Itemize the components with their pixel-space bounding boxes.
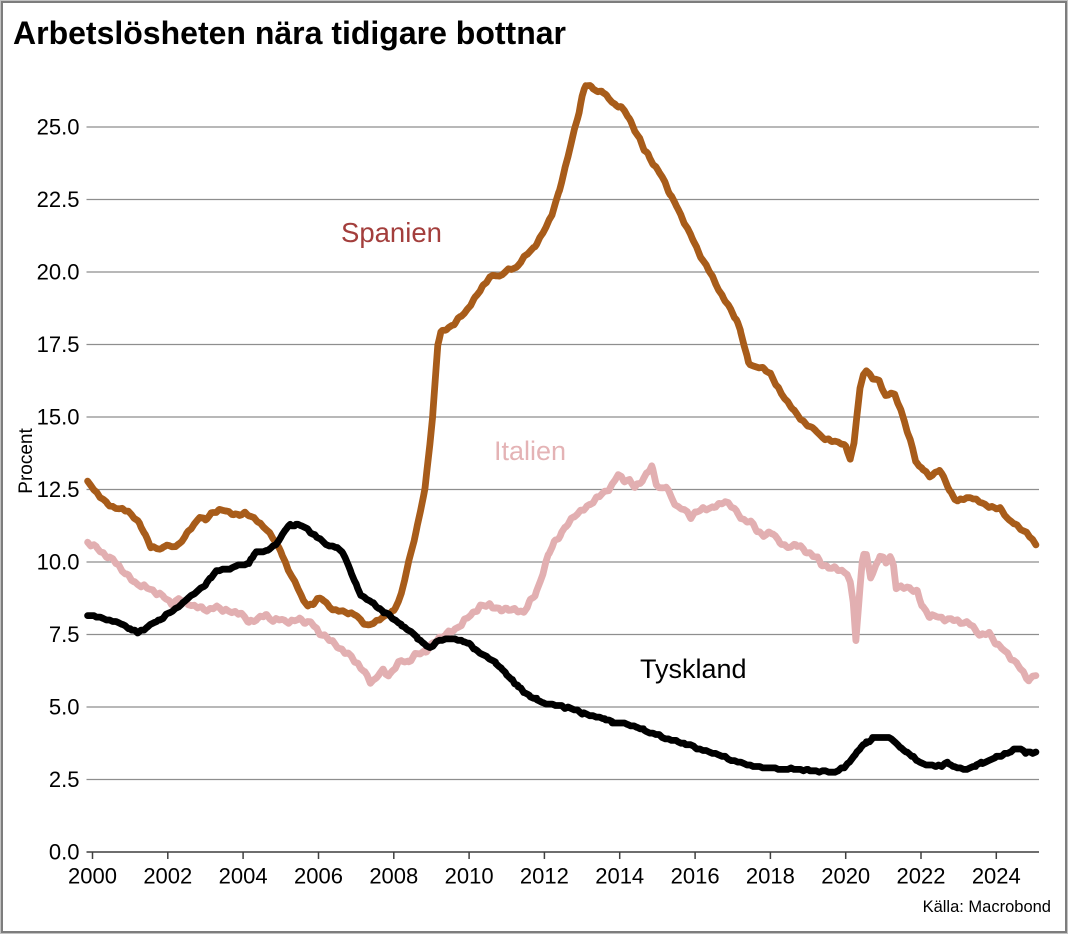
svg-text:2000: 2000: [68, 864, 117, 889]
svg-text:2.5: 2.5: [49, 767, 80, 792]
svg-text:2022: 2022: [897, 864, 946, 889]
svg-text:2024: 2024: [972, 864, 1021, 889]
svg-text:2020: 2020: [821, 864, 870, 889]
svg-text:2002: 2002: [143, 864, 192, 889]
svg-text:2016: 2016: [671, 864, 720, 889]
svg-text:5.0: 5.0: [49, 695, 80, 720]
svg-text:2006: 2006: [294, 864, 343, 889]
svg-text:10.0: 10.0: [37, 550, 80, 575]
svg-text:Källa: Macrobond: Källa: Macrobond: [923, 898, 1051, 916]
svg-text:7.5: 7.5: [49, 622, 80, 647]
svg-text:22.5: 22.5: [37, 187, 80, 212]
svg-text:Tyskland: Tyskland: [640, 654, 747, 684]
svg-text:Arbetslösheten nära tidigare b: Arbetslösheten nära tidigare bottnar: [13, 15, 566, 51]
svg-text:2010: 2010: [445, 864, 494, 889]
svg-text:Spanien: Spanien: [341, 217, 442, 248]
svg-text:2004: 2004: [219, 864, 268, 889]
svg-text:17.5: 17.5: [37, 332, 80, 357]
svg-text:12.5: 12.5: [37, 477, 80, 502]
svg-text:2014: 2014: [595, 864, 644, 889]
svg-text:15.0: 15.0: [37, 405, 80, 430]
svg-text:2008: 2008: [369, 864, 418, 889]
svg-text:Italien: Italien: [494, 436, 566, 466]
svg-text:2012: 2012: [520, 864, 569, 889]
svg-text:25.0: 25.0: [37, 115, 80, 140]
svg-text:2018: 2018: [746, 864, 795, 889]
svg-text:20.0: 20.0: [37, 260, 80, 285]
svg-text:0.0: 0.0: [49, 840, 80, 865]
svg-text:Procent: Procent: [16, 428, 37, 494]
